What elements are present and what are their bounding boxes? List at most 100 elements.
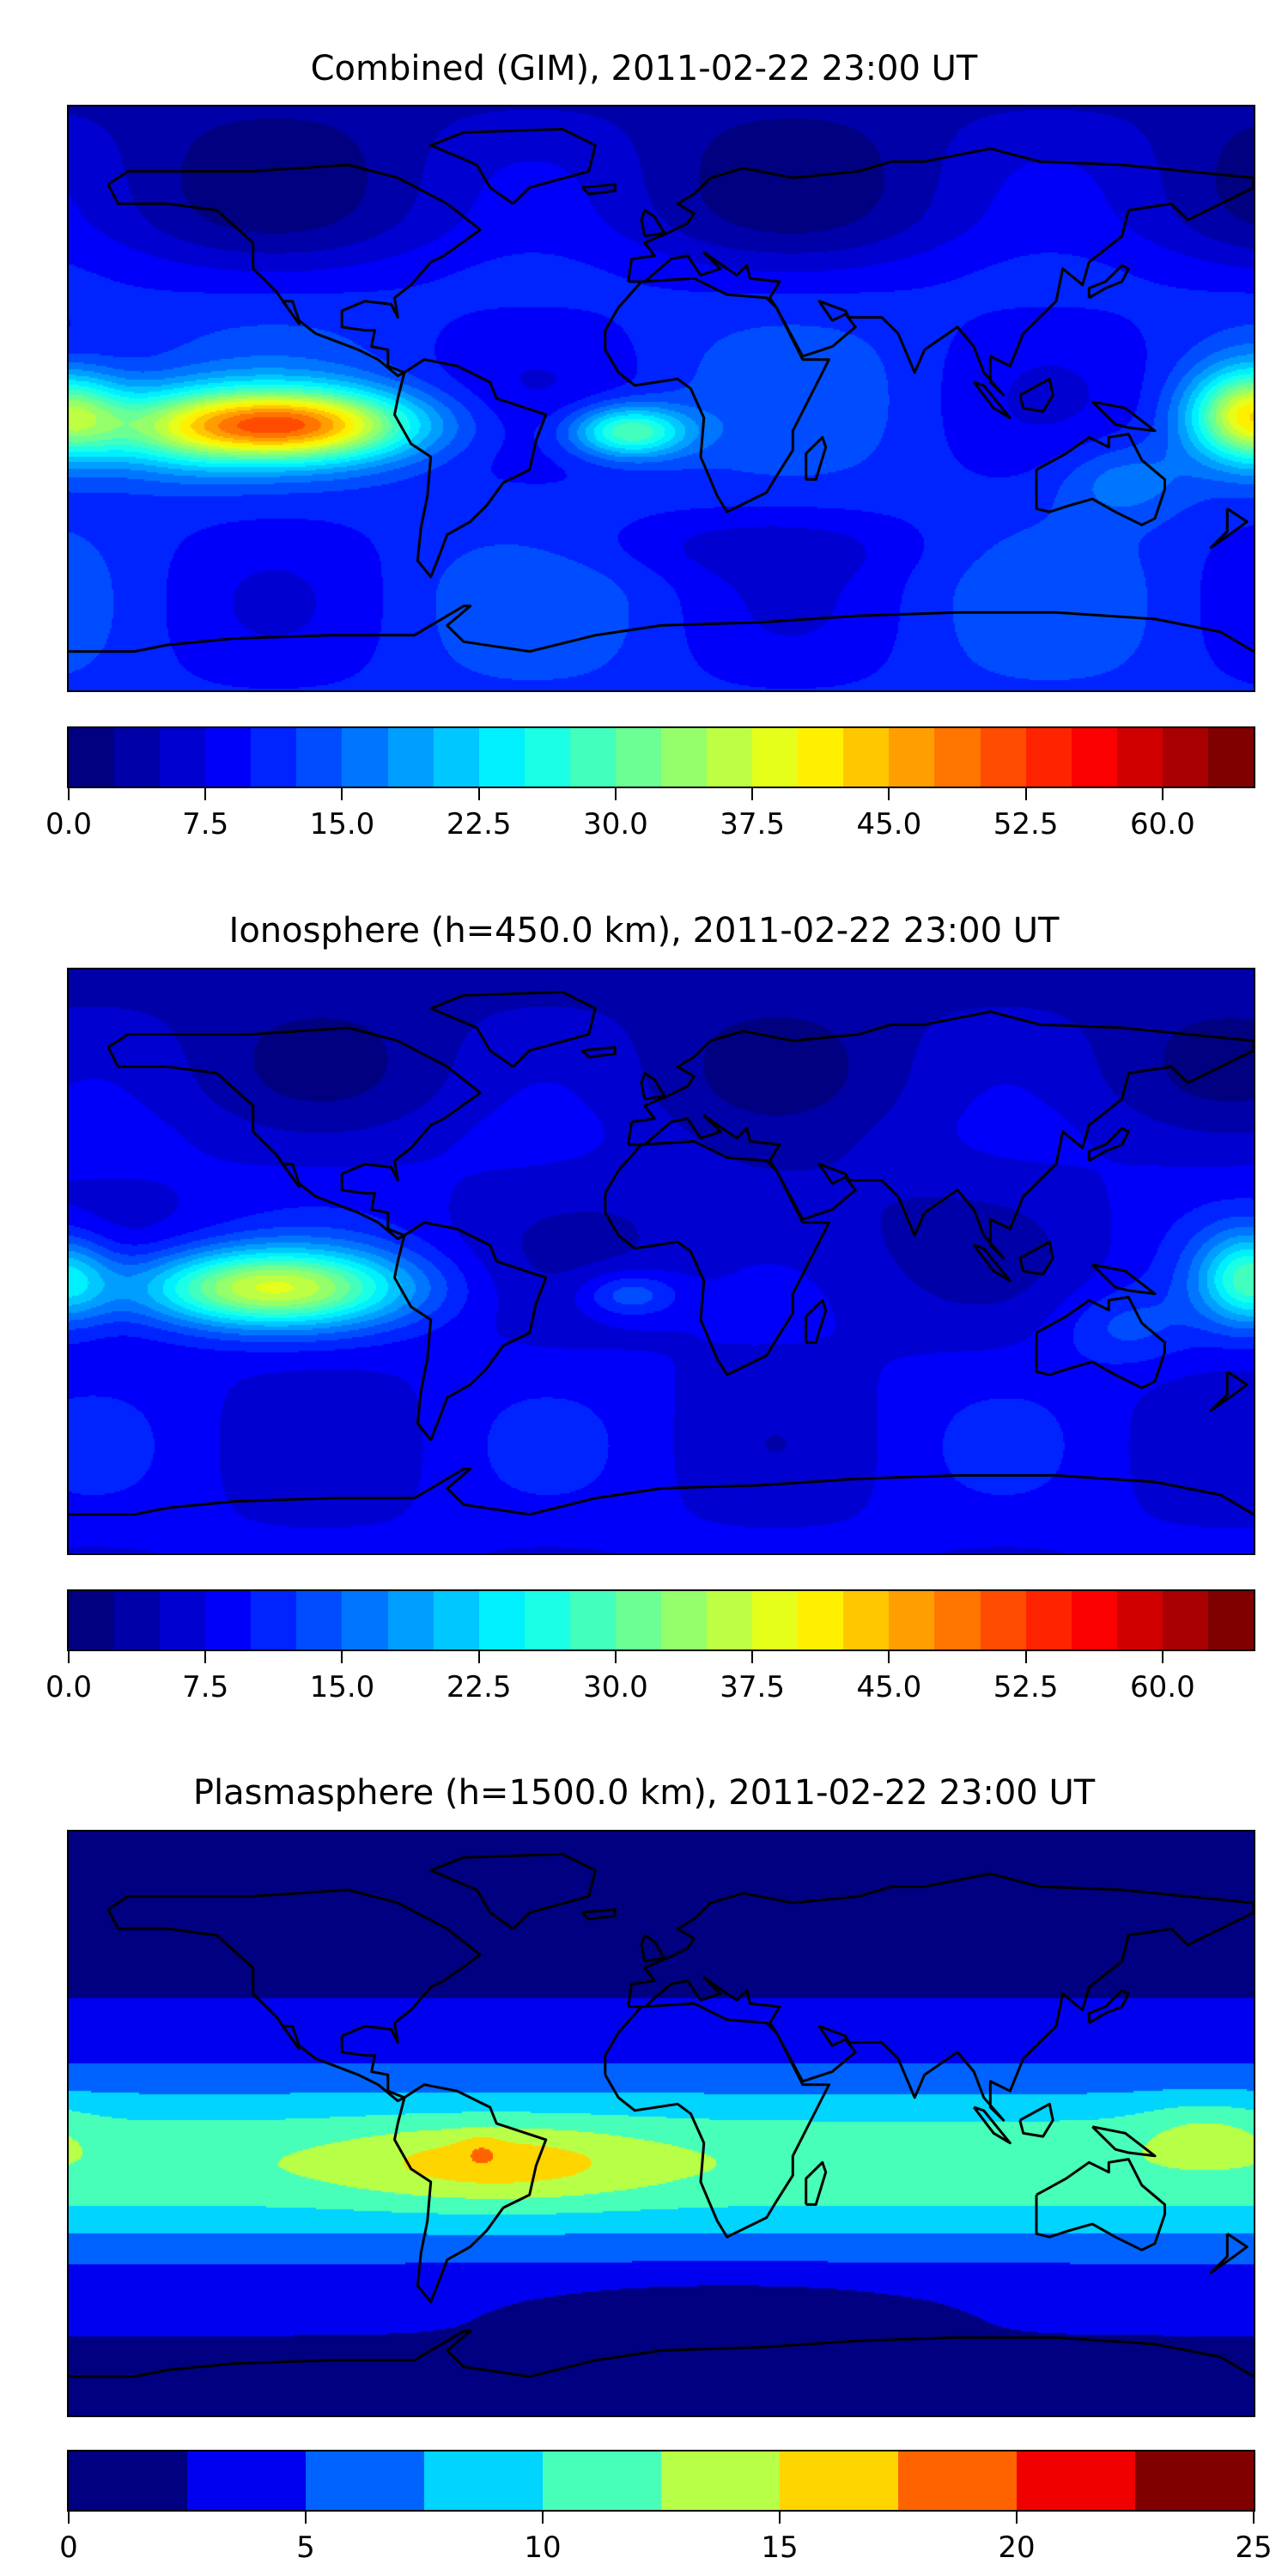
colorbar-swatch [433, 728, 479, 787]
colorbar-swatch [707, 728, 753, 787]
coastline [106, 1888, 482, 2103]
colorbar-swatch [187, 2451, 306, 2510]
colorbar-tick-label: 0.0 [45, 1670, 93, 1704]
colorbar-swatch [934, 1591, 981, 1649]
coastline [1087, 1989, 1130, 2025]
coastline [627, 1872, 1254, 2122]
colorbar-swatch [1207, 1591, 1255, 1649]
colorbar-tick-label: 15 [761, 2530, 799, 2565]
colorbar-tick-label: 22.5 [446, 1670, 512, 1704]
colorbar-tick [779, 2512, 781, 2524]
colorbar-swatch [160, 1591, 206, 1649]
colorbar-tick [614, 1651, 617, 1663]
colorbar-tick [751, 1651, 754, 1663]
colorbar-swatch [424, 2451, 543, 2510]
colorbar-swatch [306, 2451, 424, 2510]
coastline [393, 2083, 548, 2304]
filled-contour-field [69, 106, 1254, 690]
colorbar-tick [68, 2512, 70, 2524]
colorbar-tick-label: 22.5 [446, 807, 512, 841]
colorbar-swatch [1025, 728, 1072, 787]
colorbar-swatch [251, 1591, 297, 1649]
colorbar-tick-label: 7.5 [182, 807, 229, 841]
colorbar-swatch [980, 728, 1026, 787]
coastline [604, 2002, 830, 2239]
colorbar-swatch [1135, 2451, 1254, 2510]
colorbar-swatch [433, 1591, 479, 1649]
panel-1-colorbar [67, 726, 1255, 788]
colorbar-swatch [1071, 1591, 1117, 1649]
colorbar-tick-label: 37.5 [720, 807, 785, 841]
coastline [1091, 1263, 1157, 1296]
colorbar-swatch [160, 728, 206, 787]
colorbar-swatch [543, 2451, 661, 2510]
colorbar-swatch [69, 2451, 187, 2510]
coastline [640, 1072, 666, 1101]
colorbar-tick [1024, 1651, 1027, 1663]
colorbar-swatch [798, 1591, 844, 1649]
panel-2-map [67, 968, 1255, 1555]
coastline [580, 1046, 617, 1059]
coastline [580, 1908, 617, 1921]
panel-2-colorbar-ticks: 0.0 7.5 15.0 22.5 30.0 37.5 45.0 52.5 60.0 [46, 1651, 1254, 1711]
colorbar-swatch [296, 728, 343, 787]
colorbar-tick [542, 2512, 544, 2524]
colorbar-swatch [524, 728, 570, 787]
colorbar-swatch [1017, 2451, 1135, 2510]
colorbar-tick [204, 1651, 207, 1663]
panel-3-colorbar [67, 2450, 1255, 2512]
coastline [1035, 433, 1166, 526]
colorbar-swatch [889, 1591, 935, 1649]
colorbar-swatch [843, 1591, 890, 1649]
colorbar-swatch [251, 728, 297, 787]
colorbar-swatch [114, 728, 161, 787]
coastlines [69, 1852, 1254, 2379]
colorbar-tick-label: 7.5 [182, 1670, 229, 1704]
colorbar-swatch [661, 728, 708, 787]
colorbar-swatch [296, 1591, 343, 1649]
colorbar-tick-label: 15.0 [309, 1670, 375, 1704]
colorbar-swatch [615, 1591, 662, 1649]
panel-3-colorbar-ticks: 0 5 10 15 20 25 [59, 2512, 1273, 2572]
panel-3-title: Plasmasphere (h=1500.0 km), 2011-02-22 2… [192, 1773, 1096, 1813]
coastlines [69, 990, 1254, 1516]
colorbar-swatch [524, 1591, 570, 1649]
colorbar-tick [204, 788, 207, 800]
colorbar-tick-label: 52.5 [993, 807, 1059, 841]
colorbar-tick [1253, 2512, 1255, 2524]
colorbar-tick [1024, 788, 1027, 800]
colorbar-tick-label: 0.0 [45, 807, 93, 841]
colorbar-swatch [205, 1591, 252, 1649]
coastline [973, 380, 1012, 420]
filled-contour-field [69, 969, 1254, 1553]
coastline [604, 276, 830, 513]
panel-2-title: Ionosphere (h=450.0 km), 2011-02-22 23:0… [228, 911, 1060, 951]
colorbar-swatch [69, 728, 115, 787]
colorbar-tick [305, 2512, 307, 2524]
coastline [805, 1298, 828, 1344]
colorbar-tick [477, 788, 480, 800]
coastline [627, 147, 1254, 397]
coastline [429, 127, 597, 205]
coastline [1035, 2158, 1166, 2251]
colorbar-swatch [843, 728, 890, 787]
coastline [1091, 400, 1157, 433]
colorbar-swatch [980, 1591, 1026, 1649]
coastline [106, 1026, 482, 1241]
panel-3-map [67, 1830, 1255, 2417]
colorbar-swatch [342, 1591, 388, 1649]
colorbar-tick-label: 37.5 [720, 1670, 785, 1704]
coastline [1087, 264, 1130, 300]
coastline [106, 163, 482, 378]
colorbar-swatch [752, 728, 799, 787]
colorbar-swatch [205, 728, 252, 787]
coastline [627, 1010, 1254, 1260]
coastline [1209, 507, 1249, 550]
colorbar-tick [341, 1651, 343, 1663]
coastline [1087, 1127, 1130, 1163]
coastline [69, 2330, 1254, 2379]
colorbar-tick [1161, 1651, 1163, 1663]
colorbar-swatch [898, 2451, 1017, 2510]
coastline [1018, 377, 1054, 413]
colorbar-swatch [889, 728, 935, 787]
